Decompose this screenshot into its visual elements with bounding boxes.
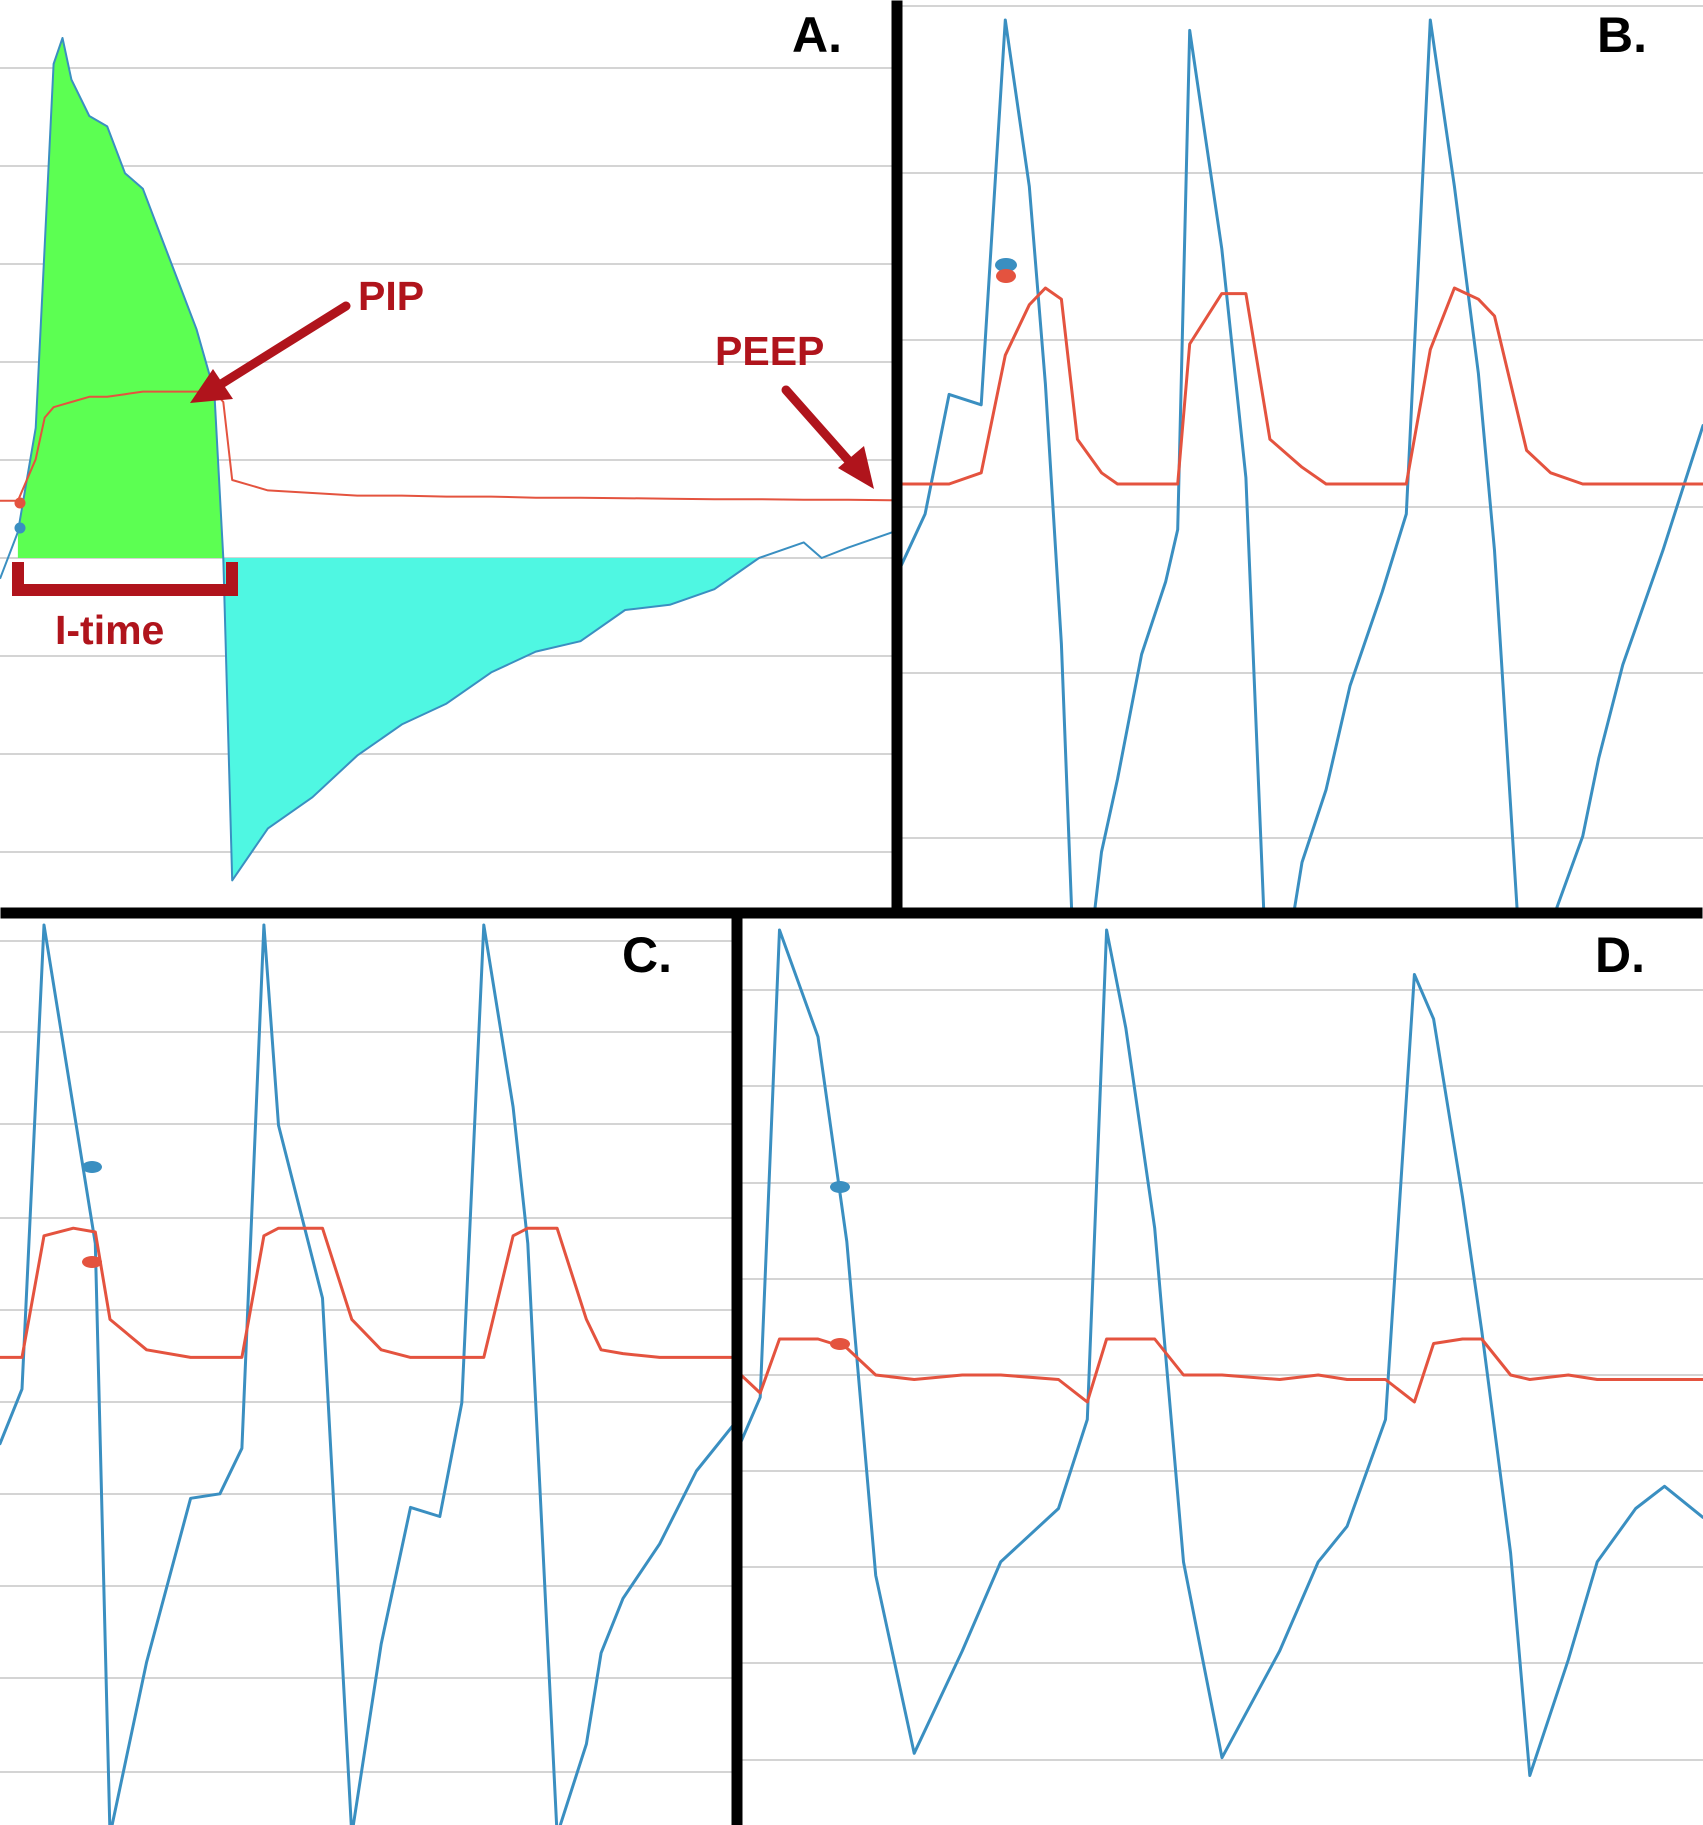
pressure-cursor-dot — [82, 1256, 102, 1268]
itime-label: I-time — [55, 607, 164, 653]
panel-b-gridlines — [901, 5, 1703, 839]
pressure-waveform — [0, 1226, 733, 1359]
panel-c-gridlines — [0, 940, 733, 1773]
itime-bracket — [12, 562, 238, 596]
flow-cursor-dot — [995, 258, 1017, 272]
pressure-waveform — [0, 390, 893, 502]
panel-a: PIP PEEP I-time A. — [0, 7, 893, 882]
panel-d-label: D. — [1595, 927, 1645, 983]
flow-waveform — [0, 37, 893, 882]
peep-arrow — [781, 385, 874, 489]
pressure-cursor-dot — [996, 269, 1016, 283]
flow-waveform — [0, 923, 733, 1825]
panel-a-label: A. — [792, 7, 842, 63]
flow-cursor-dot — [830, 1181, 850, 1193]
flow-cursor-dot — [14, 522, 26, 534]
flow-cursor-dot — [82, 1161, 102, 1173]
panel-b-label: B. — [1597, 7, 1647, 63]
pip-arrow — [190, 301, 351, 403]
panel-d: D. — [741, 927, 1703, 1777]
inspiratory-flow-area — [17, 38, 224, 558]
flow-waveform — [901, 18, 1703, 909]
pressure-cursor-dot — [830, 1338, 850, 1350]
pressure-waveform — [901, 286, 1703, 486]
expiratory-flow-area — [223, 558, 804, 881]
panel-b: B. — [901, 5, 1703, 909]
pip-label: PIP — [358, 273, 424, 319]
panel-c-label: C. — [622, 927, 672, 983]
pressure-cursor-dot — [14, 497, 26, 509]
panel-d-gridlines — [741, 989, 1703, 1761]
pressure-waveform — [741, 1337, 1703, 1404]
panel-c: C. — [0, 923, 733, 1825]
flow-waveform — [741, 928, 1703, 1777]
peep-label: PEEP — [715, 328, 824, 374]
